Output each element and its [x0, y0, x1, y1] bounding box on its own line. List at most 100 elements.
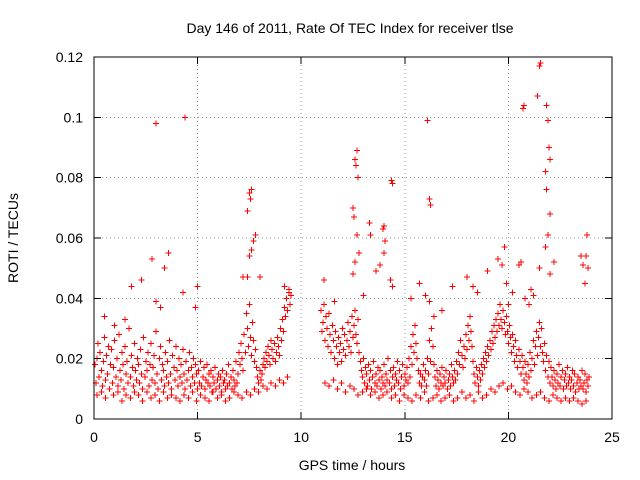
data-point: [92, 361, 99, 368]
data-point: [247, 391, 254, 398]
data-point: [169, 352, 176, 359]
data-point: [476, 367, 483, 374]
data-point: [480, 355, 487, 362]
data-point: [520, 102, 527, 109]
data-point: [185, 394, 192, 401]
data-point: [533, 391, 540, 398]
data-point: [323, 313, 330, 320]
data-point: [567, 385, 574, 392]
data-point: [250, 337, 257, 344]
data-point: [381, 361, 388, 368]
data-point: [141, 373, 148, 380]
data-point: [460, 343, 467, 350]
data-point: [359, 373, 366, 380]
data-point: [582, 280, 589, 287]
data-point: [577, 382, 584, 389]
data-point: [432, 382, 439, 389]
data-point: [454, 394, 461, 401]
data-point: [500, 307, 507, 314]
data-point: [483, 391, 490, 398]
data-point: [461, 355, 468, 362]
y-tick-label: 0.1: [64, 109, 84, 125]
data-point: [258, 370, 265, 377]
data-point: [366, 376, 373, 383]
data-point: [159, 361, 166, 368]
data-point: [147, 340, 154, 347]
data-point: [467, 313, 474, 320]
data-point: [339, 325, 346, 332]
data-point: [583, 388, 590, 395]
data-point: [537, 388, 544, 395]
data-point: [496, 382, 503, 389]
data-point: [418, 382, 425, 389]
data-point: [528, 286, 535, 293]
data-point: [409, 361, 416, 368]
data-point: [176, 373, 183, 380]
data-point: [389, 373, 396, 380]
data-point: [344, 319, 351, 326]
data-point: [170, 364, 177, 371]
data-point: [510, 343, 517, 350]
data-point: [247, 195, 254, 202]
data-point: [158, 376, 165, 383]
data-point: [425, 370, 432, 377]
data-point: [274, 334, 281, 341]
data-point: [495, 310, 502, 317]
data-point: [494, 328, 501, 335]
data-point: [280, 328, 287, 335]
y-tick-label: 0.08: [56, 170, 83, 186]
data-point: [185, 367, 192, 374]
data-point: [261, 364, 268, 371]
data-point: [187, 382, 194, 389]
data-point: [584, 231, 591, 238]
data-point: [388, 177, 395, 184]
data-point: [490, 322, 497, 329]
data-point: [324, 325, 331, 332]
data-point: [546, 156, 553, 163]
data-point: [361, 379, 368, 386]
data-point: [352, 259, 359, 266]
data-point: [355, 316, 362, 323]
data-point: [153, 328, 160, 335]
data-point: [150, 364, 157, 371]
data-point: [527, 349, 534, 356]
data-point: [478, 361, 485, 368]
data-point: [239, 355, 246, 362]
data-point: [467, 391, 474, 398]
data-point: [425, 397, 432, 404]
data-point: [346, 382, 353, 389]
data-point: [123, 370, 130, 377]
data-point: [137, 346, 144, 353]
data-point: [213, 385, 220, 392]
data-point: [487, 385, 494, 392]
data-point: [421, 388, 428, 395]
data-point: [111, 322, 118, 329]
data-point: [585, 265, 592, 272]
data-point: [244, 207, 251, 214]
data-point: [479, 394, 486, 401]
data-point: [534, 93, 541, 100]
data-point: [360, 355, 367, 362]
data-point: [470, 283, 477, 290]
data-point: [573, 379, 580, 386]
data-point: [549, 382, 556, 389]
data-point: [338, 358, 345, 365]
data-point: [463, 274, 470, 281]
data-point: [192, 304, 199, 311]
data-point: [462, 394, 469, 401]
data-point: [484, 343, 491, 350]
data-point: [98, 388, 105, 395]
x-tick-label: 10: [293, 429, 309, 445]
data-point: [320, 277, 327, 284]
data-point: [433, 367, 440, 374]
data-point: [498, 316, 505, 323]
data-point: [417, 370, 424, 377]
data-point: [387, 277, 394, 284]
data-point: [197, 358, 204, 365]
data-point: [515, 346, 522, 353]
data-point: [193, 397, 200, 404]
data-point: [220, 379, 227, 386]
data-point: [377, 385, 384, 392]
data-point: [514, 364, 521, 371]
data-point: [277, 325, 284, 332]
